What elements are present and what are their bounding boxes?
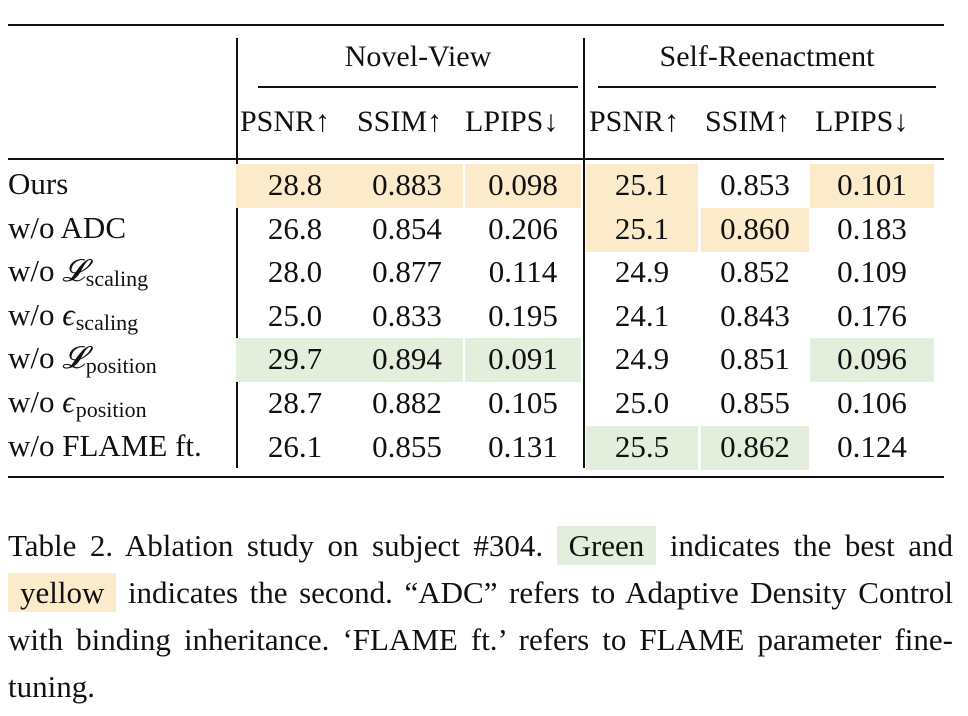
group-column-divider [583,38,585,468]
left-column-divider [236,38,238,468]
row-label-prefix: w/o [8,340,63,375]
best-highlight [465,338,581,382]
caption-yellow-swatch: yellow [8,573,117,612]
caption-green-swatch: Green [556,526,657,565]
table-cell-sr-ssim: 0.851 [720,341,790,376]
row-label-wo-adc: w/o ADC [8,210,126,245]
top-rule [8,24,944,26]
table-cell-nv-ssim: 0.877 [372,254,442,289]
table-cell-nv-lpips: 0.131 [488,429,558,464]
table-cell-nv-lpips: 0.091 [488,341,558,376]
group-underline-novel-view [258,86,578,88]
table-cell-sr-lpips: 0.101 [837,167,907,202]
group-header-self-reenactment: Self-Reenactment [659,40,875,73]
metric-header-sr-lpips: LPIPS↓ [815,105,909,138]
best-highlight [586,426,698,470]
table-cell-sr-ssim: 0.862 [720,429,790,464]
table-cell-sr-lpips: 0.109 [837,254,907,289]
second-highlight [701,208,809,252]
best-highlight [810,338,934,382]
table-cell-sr-lpips: 0.106 [837,385,907,420]
best-highlight [351,338,463,382]
row-label-prefix: w/o [8,384,63,419]
table-cell-sr-ssim: 0.853 [720,167,790,202]
table-cell-nv-ssim: 0.883 [372,167,442,202]
bottom-rule [8,476,944,478]
table-cell-nv-psnr: 25.0 [267,298,323,333]
best-highlight [236,338,354,382]
table-cell-sr-ssim: 0.855 [720,385,790,420]
epsilon-symbol: ϵ [62,297,75,332]
row-label-subscript: position [75,397,147,422]
table-cell-sr-psnr: 24.9 [614,254,670,289]
second-highlight [465,164,581,208]
second-highlight [236,164,354,208]
table-cell-nv-psnr: 26.8 [267,211,323,246]
table-cell-sr-ssim: 0.860 [720,211,790,246]
table-cell-nv-psnr: 28.0 [267,254,323,289]
table-cell-nv-lpips: 0.098 [488,167,558,202]
second-highlight [351,164,463,208]
table-cell-sr-psnr: 24.1 [614,298,670,333]
loss-symbol: 𝓛 [62,340,85,376]
row-label-ours: Ours [8,166,69,201]
ablation-table: Novel-View Self-Reenactment PSNR↑ SSIM↑ … [8,24,944,478]
table-cell-sr-psnr: 25.5 [614,429,670,464]
table-cell-sr-ssim: 0.852 [720,254,790,289]
row-label-wo-l-position: w/o 𝓛position [8,340,157,377]
second-highlight [810,164,934,208]
caption-text-2: indicates the best and [669,528,954,563]
table-cell-sr-lpips: 0.183 [837,211,907,246]
table-cell-sr-psnr: 25.0 [614,385,670,420]
table-cell-sr-ssim: 0.843 [720,298,790,333]
row-label-wo-l-scaling: w/o 𝓛scaling [8,253,148,290]
table-cell-sr-psnr: 25.1 [614,167,670,202]
row-label-wo-flame-ft: w/o FLAME ft. [8,428,202,463]
table-cell-nv-ssim: 0.833 [372,298,442,333]
row-label-prefix: w/o [8,297,63,332]
second-highlight [586,164,698,208]
metric-header-nv-psnr: PSNR↑ [240,105,331,138]
table-cell-nv-lpips: 0.105 [488,385,558,420]
metric-header-sr-ssim: SSIM↑ [705,105,791,138]
caption-text-3: indicates the second. “ADC” refers to Ad… [8,575,953,704]
table-cell-sr-lpips: 0.096 [837,341,907,376]
metric-header-nv-ssim: SSIM↑ [357,105,443,138]
table-cell-sr-psnr: 25.1 [614,211,670,246]
caption-text-1: Table 2. Ablation study on subject #304. [8,528,544,563]
table-cell-nv-psnr: 28.7 [267,385,323,420]
table-cell-sr-psnr: 24.9 [614,341,670,376]
table-cell-nv-ssim: 0.855 [372,429,442,464]
row-label-prefix: w/o [8,253,63,288]
row-label-wo-eps-scaling: w/o ϵscaling [8,297,138,334]
metric-header-nv-lpips: LPIPS↓ [465,105,559,138]
row-label-wo-eps-position: w/o ϵposition [8,384,147,421]
table-cell-sr-lpips: 0.124 [837,429,907,464]
row-label-subscript: scaling [75,310,139,335]
header-rule [8,158,944,160]
table-cell-nv-lpips: 0.114 [488,254,558,289]
epsilon-symbol: ϵ [62,384,75,419]
metric-header-sr-psnr: PSNR↑ [589,105,680,138]
group-header-novel-view: Novel-View [344,40,492,73]
row-label-subscript: scaling [85,266,149,291]
loss-symbol: 𝓛 [62,253,85,289]
row-label-subscript: position [85,353,157,378]
best-highlight [701,426,809,470]
table-cell-nv-lpips: 0.206 [488,211,558,246]
table-cell-nv-ssim: 0.894 [372,341,442,376]
table-cell-nv-psnr: 26.1 [267,429,323,464]
table-cell-nv-lpips: 0.195 [488,298,558,333]
second-highlight [586,208,698,252]
table-cell-nv-psnr: 29.7 [267,341,323,376]
table-cell-nv-ssim: 0.882 [372,385,442,420]
table-caption: Table 2. Ablation study on subject #304.… [8,522,953,710]
group-underline-self-reenactment [598,86,936,88]
table-cell-nv-psnr: 28.8 [267,167,323,202]
table-cell-sr-lpips: 0.176 [837,298,907,333]
table-cell-nv-ssim: 0.854 [372,211,442,246]
